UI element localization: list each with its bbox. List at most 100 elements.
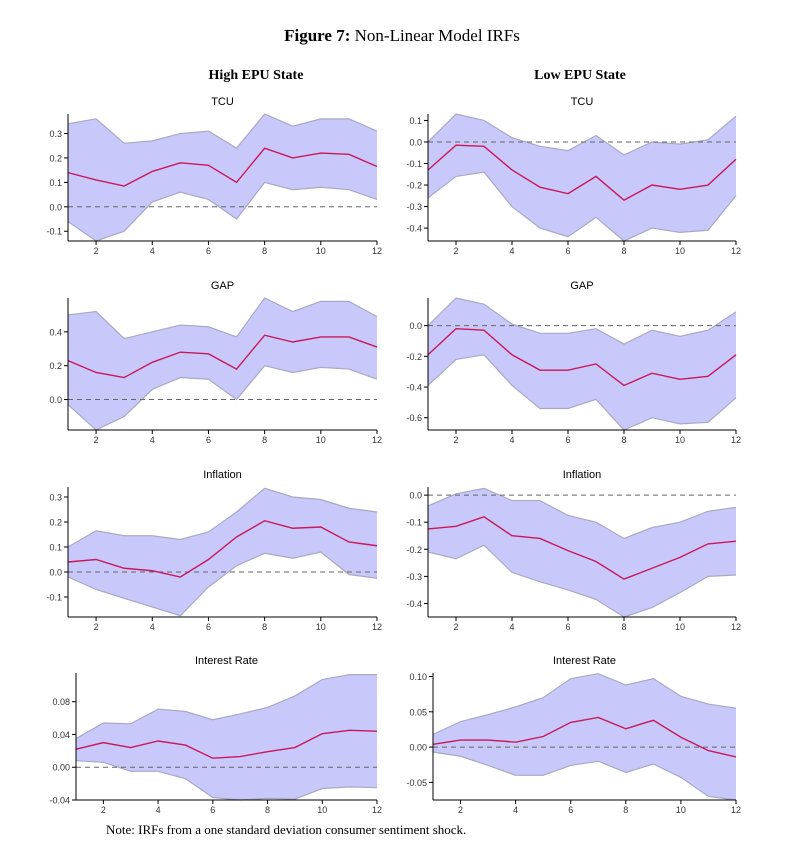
panel-right-inflation-y-tick-label: 0.0 (409, 491, 422, 501)
panel-left-interest-rate-x-tick-label: 10 (317, 805, 327, 815)
panel-left-interest-rate-y-tick-label: -0.04 (49, 796, 70, 806)
panel-right-tcu-title: TCU (571, 96, 594, 108)
panel-right-inflation-x-tick-label: 6 (565, 622, 570, 632)
panel-right-inflation-y-tick-label: -0.4 (406, 599, 422, 609)
figure-note: Note: IRFs from a one standard deviation… (106, 822, 467, 837)
panel-right-tcu-y-tick-label: -0.3 (406, 202, 422, 212)
panel-left-inflation-x-tick-label: 8 (262, 622, 267, 632)
panel-right-inflation-upper-bound (427, 487, 737, 540)
panel-left-inflation-x-tick-label: 4 (150, 622, 155, 632)
panel-left-inflation-x-tick-label: 2 (94, 622, 99, 632)
panel-left-interest-rate-y-tick-label: 0.04 (52, 730, 70, 740)
figure-title: Figure 7: Non-Linear Model IRFs (0, 26, 804, 46)
panel-left-gap-x-tick-label: 12 (372, 435, 382, 445)
panel-left-interest-rate-y-tick-label: 0.00 (52, 763, 70, 773)
panel-left-interest-rate-x-tick-label: 6 (210, 805, 215, 815)
panel-right-interest-rate-y-tick-label: 0.05 (409, 707, 427, 717)
panel-left-inflation-y-tick-label: 0.3 (49, 493, 62, 503)
panel-right-inflation-lower-bound (427, 544, 737, 618)
panel-right-gap-x-tick-label: 4 (509, 435, 514, 445)
panel-right-tcu-y-tick-label: -0.4 (406, 224, 422, 234)
panel-left-interest-rate-y-tick-label: 0.08 (52, 697, 70, 707)
panel-right-gap-confidence-band (428, 298, 736, 430)
panel-left-gap-y-tick-label: 0.2 (49, 361, 62, 371)
panel-left-interest-rate-x-tick-label: 12 (372, 805, 382, 815)
panel-right-tcu-x-tick-label: 10 (675, 246, 685, 256)
panel-right-gap-x-tick-label: 8 (621, 435, 626, 445)
panel-right-tcu-upper-bound (427, 113, 737, 156)
panel-right-gap-x-tick-label: 6 (565, 435, 570, 445)
panel-left-inflation-y-tick-label: 0.0 (49, 568, 62, 578)
panel-right-tcu-x-tick-label: 6 (565, 246, 570, 256)
panel-right-interest-rate-x-tick-label: 6 (568, 805, 573, 815)
panel-left-tcu-confidence-band (68, 114, 377, 241)
panel-left-tcu-y-tick-label: 0.3 (49, 129, 62, 139)
panel-left-gap-upper-bound (67, 297, 378, 340)
panel-right-interest-rate-x-tick-label: 12 (731, 805, 741, 815)
panel-left-tcu-title: TCU (211, 96, 234, 108)
panel-left-inflation-confidence-band (68, 488, 377, 616)
panel-left-inflation-x-tick-label: 10 (316, 622, 326, 632)
panel-left-tcu-x-tick-label: 2 (94, 246, 99, 256)
panel-left-inflation-y-tick-label: 0.1 (49, 543, 62, 553)
panel-left-gap-confidence-band (68, 298, 377, 430)
panel-right-inflation-y-tick-label: -0.2 (406, 545, 422, 555)
panel-right-interest-rate-y-tick-label: 0.00 (409, 743, 427, 753)
panel-right-tcu-y-tick-label: -0.1 (406, 159, 422, 169)
panel-right-inflation-irf-line (427, 516, 737, 580)
panel-left-tcu-lower-bound (67, 181, 378, 242)
panel-right-gap-lower-bound (427, 354, 737, 431)
panel-right-inflation-confidence-band (428, 488, 736, 617)
panel-left-gap-x-tick-label: 10 (316, 435, 326, 445)
figure-number: Figure 7: (284, 26, 351, 45)
panel-right-interest-rate-y-tick-label: 0.10 (409, 672, 427, 682)
panel-left-inflation-lower-bound (67, 551, 378, 617)
panel-right-interest-rate-y-tick-label: -0.05 (406, 778, 427, 788)
panel-left-inflation-upper-bound (67, 487, 378, 548)
panel-left-gap-irf-line (67, 334, 378, 379)
panel-left-tcu-y-tick-label: -0.1 (46, 227, 62, 237)
panel-right-interest-rate-x-tick-label: 2 (458, 805, 463, 815)
panel-left-inflation-irf-line (67, 519, 378, 578)
panel-right-interest-rate-lower-bound (432, 751, 737, 801)
panel-right-tcu-confidence-band (428, 114, 736, 241)
panel-left-interest-rate-x-tick-label: 4 (156, 805, 161, 815)
panel-right-interest-rate-title: Interest Rate (553, 655, 616, 667)
panel-right-gap-irf-line (427, 327, 737, 387)
panel-left-tcu-y-tick-label: 0.1 (49, 178, 62, 188)
panel-right-gap-y-tick-label: -0.6 (406, 413, 422, 423)
panel-right-gap-x-tick-label: 10 (675, 435, 685, 445)
panel-right-gap-y-tick-label: 0.0 (409, 321, 422, 331)
figure-caption: Non-Linear Model IRFs (354, 26, 520, 45)
panel-right-tcu-x-tick-label: 4 (509, 246, 514, 256)
panel-left-tcu-x-tick-label: 12 (372, 246, 382, 256)
panel-right-gap-y-tick-label: -0.4 (406, 383, 422, 393)
panel-left-interest-rate-title: Interest Rate (195, 655, 258, 667)
panel-left-tcu-x-tick-label: 10 (316, 246, 326, 256)
column-header-low-epu: Low EPU State (534, 68, 626, 83)
panel-right-gap-title: GAP (570, 280, 593, 292)
panel-left-inflation-x-tick-label: 6 (206, 622, 211, 632)
column-header-high-epu: High EPU State (208, 68, 304, 83)
panel-right-tcu-x-tick-label: 12 (731, 246, 741, 256)
panel-right-tcu-x-tick-label: 2 (453, 246, 458, 256)
panel-right-inflation-x-tick-label: 12 (731, 622, 741, 632)
panel-right-tcu-x-tick-label: 8 (621, 246, 626, 256)
panel-left-tcu-y-tick-label: 0.0 (49, 202, 62, 212)
panel-left-tcu-irf-line (67, 147, 378, 187)
panel-left-interest-rate-lower-bound (75, 760, 378, 801)
panel-right-inflation-title: Inflation (563, 469, 602, 481)
panel-right-interest-rate-x-tick-label: 8 (623, 805, 628, 815)
panel-right-gap-upper-bound (427, 297, 737, 345)
panel-left-tcu-x-tick-label: 4 (150, 246, 155, 256)
panel-left-gap-x-tick-label: 8 (262, 435, 267, 445)
panel-right-inflation-y-tick-label: -0.3 (406, 572, 422, 582)
panel-left-inflation-y-tick-label: -0.1 (46, 593, 62, 603)
panel-left-interest-rate-confidence-band (76, 674, 377, 800)
panel-right-interest-rate-upper-bound (432, 673, 737, 735)
panel-left-interest-rate-irf-line (75, 729, 378, 759)
panel-left-tcu-upper-bound (67, 113, 378, 149)
panel-left-tcu-x-tick-label: 6 (206, 246, 211, 256)
panel-right-tcu-y-tick-label: -0.2 (406, 181, 422, 191)
